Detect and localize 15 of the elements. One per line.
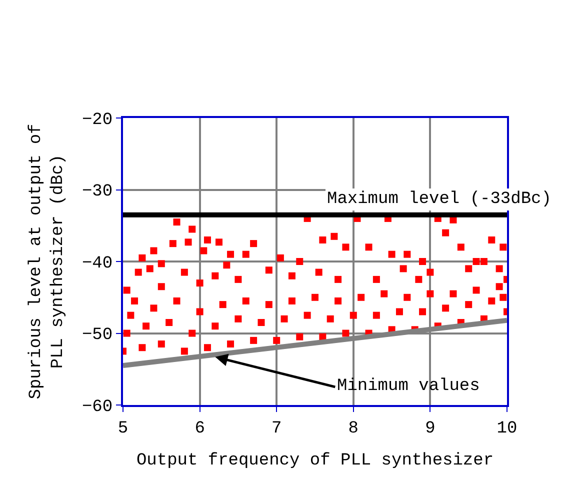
y-tick-label: −60 xyxy=(82,398,113,417)
y-tick-label: −30 xyxy=(82,182,113,202)
y-axis-title: Spurious level at output of PLL synthesizer (dBc) xyxy=(26,124,68,400)
x-tick-label: 9 xyxy=(425,419,436,438)
annotation: Minimum values xyxy=(337,377,480,396)
y-tick-label: −40 xyxy=(82,254,113,274)
x-tick-label: 8 xyxy=(348,419,358,438)
x-tick-label: 6 xyxy=(194,419,205,438)
x-tick-label: 7 xyxy=(272,419,282,438)
x-tick-label: 5 xyxy=(118,419,128,438)
ref-line-label: Maximum level (-33dBc) xyxy=(327,190,552,209)
y-tick-label: −20 xyxy=(82,110,113,130)
x-axis-title: Output frequency of PLL synthesizer xyxy=(136,451,494,470)
x-tick-label: 10 xyxy=(496,419,518,438)
y-tick-label: −50 xyxy=(82,326,113,346)
